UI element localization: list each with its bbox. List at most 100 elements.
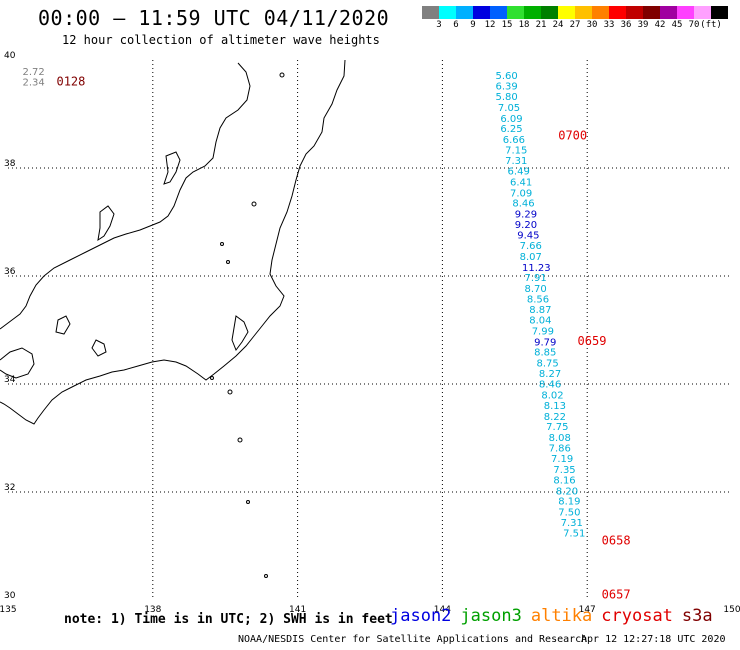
scale-swatch (575, 6, 592, 19)
scale-swatch (711, 6, 728, 19)
scale-swatch (592, 6, 609, 19)
island-marker (227, 389, 233, 395)
scale-swatch (694, 6, 711, 19)
wave-height-value: 7.31 (505, 156, 527, 167)
scale-swatch (439, 6, 456, 19)
lat-tick-label: 32 (4, 483, 15, 493)
island-marker (210, 376, 214, 380)
lat-tick-label: 40 (4, 51, 16, 61)
wave-height-value: 8.16 (553, 476, 575, 487)
wave-height-value: 9.29 (515, 209, 537, 220)
wave-height-value: 8.13 (544, 401, 566, 412)
island-marker (264, 574, 268, 578)
lon-tick-label: 135 (0, 605, 17, 615)
altimeter-tracks: 2.722.34 0128 5.606.395.807.056.096.256.66… (22, 67, 630, 602)
coastline-shikoku (0, 347, 35, 379)
wave-height-value: 7.05 (498, 103, 520, 114)
lat-lon-grid (8, 60, 732, 600)
lon-tick-label: 147 (579, 605, 596, 615)
wave-height-value: 6.41 (510, 178, 532, 189)
scale-label: (ft) (700, 20, 722, 30)
scale-label: 27 (569, 20, 581, 30)
wave-height-value: 9.20 (515, 220, 537, 231)
scale-swatch (626, 6, 643, 19)
scale-swatch (473, 6, 490, 19)
coastline-sado (163, 151, 181, 185)
scale-swatch (677, 6, 694, 19)
wave-height-value: 6.49 (508, 167, 530, 178)
coastline-honshu (0, 62, 251, 330)
left-track-value: 2.72 (22, 67, 44, 78)
wave-height-value: 8.70 (524, 284, 546, 295)
satellite-jason3: jason3 (460, 606, 522, 626)
satellite-legend: jason2 jason3 altika cryosat s3a (390, 606, 722, 626)
scale-swatch (541, 6, 558, 19)
satellite-s3a: s3a (681, 606, 713, 626)
wave-height-value: 8.56 (527, 295, 549, 306)
scale-label: 36 (620, 20, 632, 30)
scale-label: 45 (671, 20, 683, 30)
page-subtitle: 12 hour collection of altimeter wave hei… (62, 33, 380, 47)
wave-height-value: 7.19 (551, 454, 573, 465)
wave-height-value: 7.99 (532, 327, 554, 338)
scale-swatch (558, 6, 575, 19)
satellite-altika: altika (530, 606, 593, 626)
coastline-pacific (0, 59, 346, 425)
scale-label: 39 (637, 20, 649, 30)
lat-tick-label: 34 (4, 375, 16, 385)
wave-height-value: 8.27 (539, 369, 561, 380)
scale-label: 9 (470, 20, 476, 30)
island-marker (279, 72, 285, 78)
satellite-jason2: jason2 (390, 606, 452, 626)
satellite-cryosat: cryosat (601, 606, 673, 626)
scale-swatch (660, 6, 677, 19)
lon-tick-label: 150 (723, 605, 740, 615)
wave-height-value: 7.51 (563, 529, 585, 540)
scale-swatch (422, 6, 439, 19)
island-marker (220, 242, 224, 246)
wave-height-value: 8.46 (512, 199, 534, 210)
lat-tick-label: 36 (4, 267, 16, 277)
wave-height-value: 8.02 (541, 390, 563, 401)
left-track-value: 2.34 (22, 78, 44, 89)
color-scale-swatches (422, 6, 740, 19)
wave-height-value: 7.75 (546, 422, 568, 433)
wave-height-value: 9.79 (534, 337, 556, 348)
generated-timestamp: Apr 12 12:27:18 UTC 2020 (581, 634, 726, 645)
credit-line: NOAA/NESDIS Center for Satellite Applica… (238, 634, 588, 645)
pass-time-label: 0658 (602, 534, 631, 548)
scale-label: 24 (552, 20, 564, 30)
wave-height-value: 7.31 (561, 518, 583, 529)
pass-time-label: 0659 (578, 334, 607, 348)
wave-height-value: 8.20 (556, 486, 578, 497)
wave-height-value: 8.08 (549, 433, 571, 444)
island-marker (246, 500, 250, 504)
wave-height-value: 5.80 (495, 92, 517, 103)
scale-swatch (456, 6, 473, 19)
units-note: note: 1) Time is in UTC; 2) SWH is in fe… (64, 612, 393, 627)
wave-height-value: 7.66 (520, 241, 542, 252)
coastline-lake (55, 315, 71, 335)
wave-height-value: 6.66 (503, 135, 525, 146)
wave-height-value: 8.75 (537, 358, 559, 369)
scale-swatch (643, 6, 660, 19)
wave-height-value: 8.07 (520, 252, 542, 263)
lon-tick-label: 144 (434, 605, 451, 615)
scale-label: 70 (688, 20, 700, 30)
scale-label: 6 (453, 20, 459, 30)
scale-swatch (524, 6, 541, 19)
scale-label: 33 (603, 20, 615, 30)
scale-label: 15 (501, 20, 513, 30)
wave-height-value: 11.23 (522, 263, 551, 274)
island-marker (237, 437, 243, 443)
scale-label: 12 (484, 20, 496, 30)
color-scale-legend: 3 6 9 12 15 18 21 24 27 30 33 36 39 42 45 70 (ft) (422, 6, 740, 33)
color-scale-labels: 3 6 9 12 15 18 21 24 27 30 33 36 39 42 45 70 (ft) (422, 19, 740, 33)
axis-tick-labels: 135 138 141 144 147 150 40 38 36 34 32 30 (0, 51, 740, 615)
wave-height-value: 8.46 (539, 379, 561, 390)
coastline-ise (91, 339, 107, 357)
scale-label: 42 (654, 20, 666, 30)
scale-label: 3 (436, 20, 442, 30)
wave-height-value: 7.50 (558, 507, 580, 518)
